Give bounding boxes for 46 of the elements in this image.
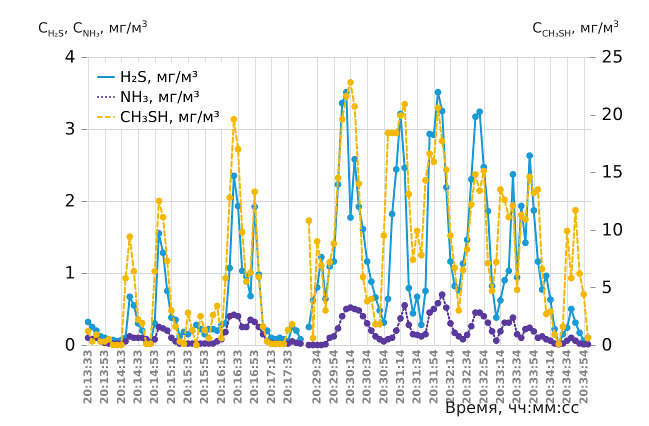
x-tick-label: 20:30:14 bbox=[344, 349, 357, 404]
x-tick-label: 20:14:53 bbox=[148, 350, 162, 404]
x-tick-label: 20:32:14 bbox=[444, 349, 457, 404]
y-tick-label: 3 bbox=[64, 120, 76, 140]
y-tick-label: 2 bbox=[64, 192, 76, 212]
y2-tick-label: 5 bbox=[602, 278, 612, 298]
x-tick-label: 20:34:54 bbox=[577, 349, 590, 404]
y2-tick-label: 20 bbox=[602, 105, 624, 126]
y-tick-label: 1 bbox=[64, 264, 76, 284]
x-tick-label: 20:15:33 bbox=[182, 350, 195, 404]
y2-tick-label: 10 bbox=[602, 220, 624, 240]
x-tick-label: 20:16:13 bbox=[214, 350, 228, 404]
y-axis-title: C$_{H₂S}$, C$_{NH₃}$, мг/м$^{3}$ bbox=[38, 20, 148, 40]
x-tick-label: 20:29:34 bbox=[310, 349, 324, 404]
x-tick-label: 20:29:54 bbox=[327, 349, 340, 404]
y2-tick-label: 0 bbox=[602, 336, 612, 356]
x-tick-label: 20:16:53 bbox=[248, 350, 262, 404]
y2-tick-label: 25 bbox=[602, 48, 624, 68]
legend-label: NH₃, мг/м³ bbox=[120, 88, 200, 106]
x-tick-label: 20:34:34 bbox=[560, 349, 574, 404]
y2-tick-label: 15 bbox=[602, 162, 624, 183]
y-tick-label: 4 bbox=[64, 48, 76, 68]
x-tick-label: 20:17:33 bbox=[282, 350, 295, 404]
x-tick-label: 20:30:54 bbox=[377, 349, 390, 404]
x-tick-label: 20:33:54 bbox=[527, 349, 540, 404]
x-tick-label: 20:15:53 bbox=[198, 350, 212, 404]
x-tick-label: 20:17:13 bbox=[264, 350, 278, 404]
x-tick-label: 20:31:34 bbox=[410, 349, 424, 404]
x-tick-label: 20:14:13 bbox=[114, 350, 128, 404]
x-tick-label: 20:15:13 bbox=[164, 350, 178, 404]
x-tick-label: 20:33:34 bbox=[510, 349, 524, 404]
x-tick-label: 20:31:54 bbox=[427, 349, 440, 404]
x-tick-label: 20:31:14 bbox=[394, 349, 407, 404]
x-tick-label: 20:16:33 bbox=[232, 350, 245, 404]
x-tick-label: 20:33:14 bbox=[494, 349, 507, 404]
x-tick-label: 20:34:14 bbox=[544, 349, 557, 404]
legend-label: CH₃SH, мг/м³ bbox=[120, 108, 220, 126]
legend-label: H₂S, мг/м³ bbox=[120, 68, 198, 86]
x-tick-label: 20:13:53 bbox=[98, 350, 112, 404]
x-tick-label: 20:13:33 bbox=[82, 350, 95, 404]
y-tick-label: 0 bbox=[64, 336, 76, 356]
x-tick-label: 20:14:33 bbox=[132, 350, 145, 404]
x-tick-label: 20:32:34 bbox=[460, 349, 474, 404]
x-tick-label: 20:32:54 bbox=[477, 349, 490, 404]
x-tick-label: 20:30:34 bbox=[360, 349, 374, 404]
y2-axis-title: C$_{CH₃SH}$, мг/м$^{3}$ bbox=[532, 20, 619, 40]
